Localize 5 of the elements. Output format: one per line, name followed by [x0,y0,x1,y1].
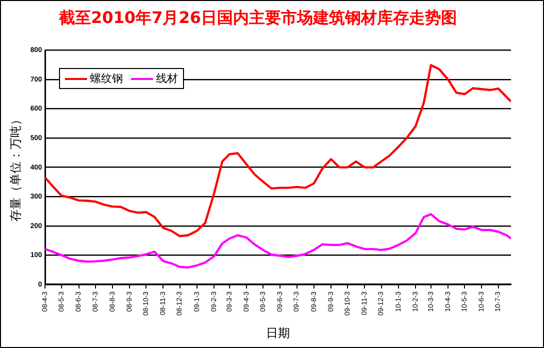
chart-title: 截至2010年7月26日国内主要市场建筑钢材库存走势图 [58,8,457,27]
y-axis-title: 存量（单位：万吨） [8,113,23,222]
legend-label: 螺纹钢 [89,71,124,86]
x-axis-title: 日期 [266,326,290,340]
legend-label: 线材 [155,71,178,86]
